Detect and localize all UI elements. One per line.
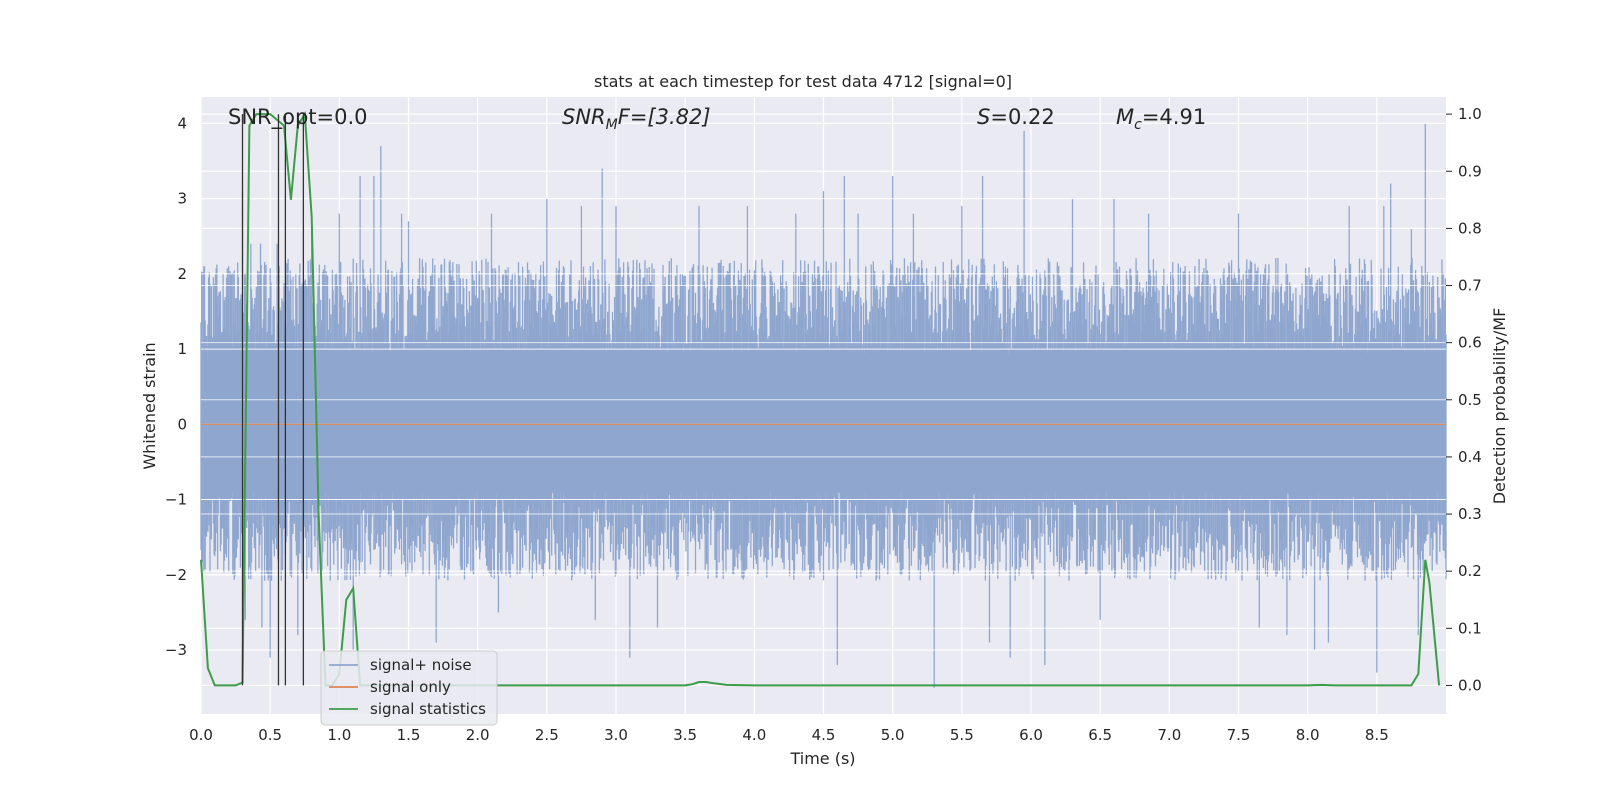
snr-opt-annotation: SNR_opt=0.0 xyxy=(228,105,368,130)
y-left-tick-label: −1 xyxy=(165,491,187,509)
mc-annotation: Mc=4.91 xyxy=(1116,105,1206,133)
x-tick-label: 8.5 xyxy=(1365,726,1389,744)
y-right-tick-label: 1.0 xyxy=(1458,105,1482,123)
y-right-tick-label: 0.8 xyxy=(1458,219,1482,237)
x-tick-label: 1.5 xyxy=(397,726,421,744)
x-tick-label: 5.5 xyxy=(950,726,974,744)
mc-sub: c xyxy=(1134,117,1142,133)
x-tick-label: 0.5 xyxy=(258,726,282,744)
snr-mf-sub: M xyxy=(606,117,618,133)
y-right-tick-label: 0.7 xyxy=(1458,277,1482,295)
x-tick-label: 7.0 xyxy=(1157,726,1181,744)
legend-label-signal: signal only xyxy=(370,678,451,696)
x-tick-label: 3.5 xyxy=(673,726,697,744)
y-right-tick-label: 0.6 xyxy=(1458,334,1482,352)
y-right-tick-label: 0.1 xyxy=(1458,619,1482,637)
x-tick-label: 2.5 xyxy=(535,726,559,744)
legend-box xyxy=(320,650,498,726)
y-right-tick-label: 0.3 xyxy=(1458,505,1482,523)
x-tick-label: 1.0 xyxy=(327,726,351,744)
s-stat-symbol: S xyxy=(977,105,990,129)
y-right-tick-label: 0.0 xyxy=(1458,676,1482,694)
legend: signal+ noise signal only signal statist… xyxy=(320,650,498,726)
x-tick-label: 7.5 xyxy=(1227,726,1251,744)
x-tick-label: 5.0 xyxy=(881,726,905,744)
y-axis-right-ticks: 0.0 0.1 0.2 0.3 0.4 0.5 0.6 0.7 0.8 0.9 1.0 xyxy=(1446,105,1482,694)
s-stat-annotation: S=0.22 xyxy=(977,105,1055,129)
y-left-tick-label: 1 xyxy=(177,340,187,358)
x-tick-label: 6.0 xyxy=(1019,726,1043,744)
s-stat-value: =0.22 xyxy=(990,105,1054,129)
x-axis-label: Time (s) xyxy=(789,749,855,768)
x-tick-label: 4.0 xyxy=(742,726,766,744)
x-tick-label: 0.0 xyxy=(189,726,213,744)
y-left-tick-label: 3 xyxy=(177,190,187,208)
snr-mf-tail: F=[3.82] xyxy=(618,105,711,129)
y-axis-left-label: Whitened strain xyxy=(140,342,159,469)
y-right-tick-label: 0.9 xyxy=(1458,162,1482,180)
y-right-tick-label: 0.4 xyxy=(1458,448,1482,466)
snr-mf-main: SNR xyxy=(562,105,606,129)
detection-markers xyxy=(241,114,305,686)
mc-main: M xyxy=(1116,105,1134,129)
mc-value: =4.91 xyxy=(1142,105,1206,129)
x-tick-label: 4.5 xyxy=(812,726,836,744)
y-axis-right-label: Detection probability/MF xyxy=(1490,308,1509,505)
y-left-tick-label: −3 xyxy=(165,641,187,659)
y-left-tick-label: 0 xyxy=(177,415,187,433)
y-right-tick-label: 0.2 xyxy=(1458,562,1482,580)
y-left-tick-label: −2 xyxy=(165,566,187,584)
x-tick-label: 8.0 xyxy=(1296,726,1320,744)
y-left-tick-label: 2 xyxy=(177,265,187,283)
y-left-tick-label: 4 xyxy=(177,114,187,132)
x-tick-label: 3.0 xyxy=(604,726,628,744)
x-axis-ticks: 0.0 0.5 1.0 1.5 2.0 2.5 3.0 3.5 4.0 4.5 5.0 5.5 6.0 6… xyxy=(189,726,1389,744)
legend-label-noise: signal+ noise xyxy=(370,656,472,674)
chart-title: stats at each timestep for test data 471… xyxy=(594,72,1012,91)
y-axis-left-ticks: −3 −2 −1 0 1 2 3 4 xyxy=(165,114,187,659)
snr-mf-annotation: SNRMF=[3.82] xyxy=(562,105,711,133)
x-tick-label: 2.0 xyxy=(466,726,490,744)
y-right-tick-label: 0.5 xyxy=(1458,391,1482,409)
legend-label-statistics: signal statistics xyxy=(370,700,486,718)
x-tick-label: 6.5 xyxy=(1088,726,1112,744)
